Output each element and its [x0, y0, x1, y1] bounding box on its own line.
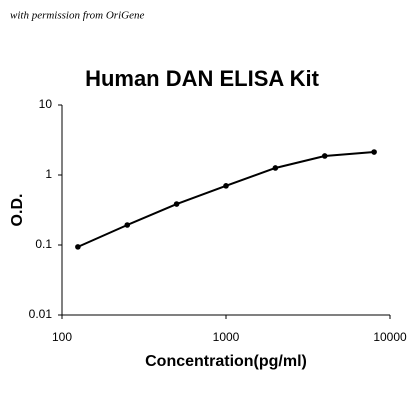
data-point — [321, 153, 328, 159]
data-point — [272, 165, 279, 171]
x-axis-title: Concentration(pg/ml) — [145, 353, 307, 370]
data-point — [371, 149, 377, 155]
permission-note: with permission from OriGene — [10, 10, 144, 22]
data-point — [124, 222, 131, 228]
x-tick-label: 100 — [52, 330, 72, 344]
y-tick-label: 0.1 — [35, 237, 52, 251]
y-tick-label: 10 — [39, 97, 53, 111]
y-axis-title: O.D. — [9, 194, 26, 227]
x-tick-label: 1000 — [213, 330, 240, 344]
x-tick-label: 10000 — [373, 330, 407, 344]
data-point — [173, 201, 180, 207]
data-line — [77, 151, 375, 248]
y-tick-label: 0.01 — [29, 307, 53, 321]
y-tick-label: 1 — [45, 167, 52, 181]
chart-title: Human DAN ELISA Kit — [85, 66, 320, 91]
data-point — [223, 183, 229, 189]
data-point — [75, 244, 81, 250]
